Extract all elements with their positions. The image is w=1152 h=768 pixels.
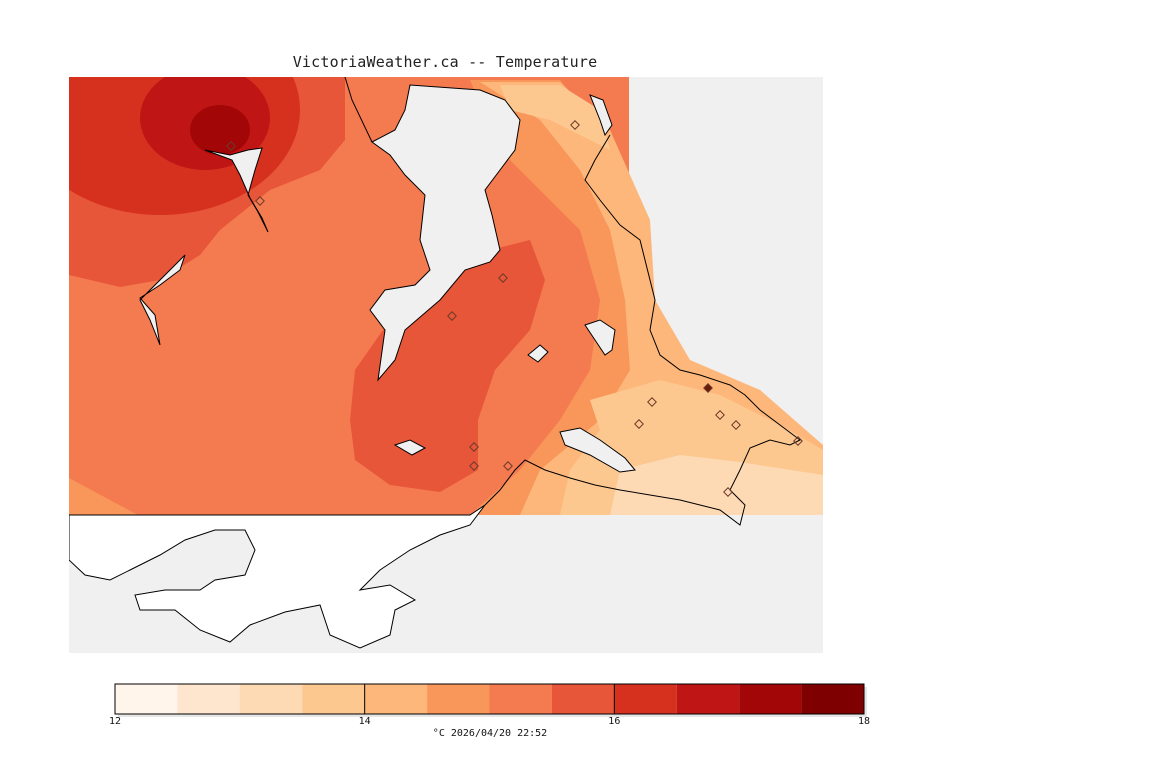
colorbar-band [551,684,615,714]
station-marker[interactable] [570,120,580,130]
legend-units: °C [432,728,445,739]
colorbar-tick-label: 12 [108,716,122,727]
colorbar-band [177,684,240,714]
band-14-5-sw [69,478,138,515]
station-marker[interactable] [703,383,713,393]
station-markers [226,120,803,497]
colorbar-band [614,684,677,714]
legend-timestamp: 2026/04/20 22:52 [450,728,548,739]
lake-1 [139,254,186,346]
station-marker[interactable] [469,461,479,471]
legend-colorbar [114,683,867,717]
colorbar-tick-label: 16 [608,716,621,727]
lake-2 [393,439,427,456]
north-arm [204,147,269,233]
colorbar-band [115,684,178,714]
colorbar-band [676,684,740,714]
station-marker[interactable] [447,311,457,321]
inlet-west [369,84,521,382]
band-14-0-north [500,85,610,150]
station-marker[interactable] [634,419,644,429]
colorbar-band [801,684,864,714]
station-marker[interactable] [503,461,513,471]
station-marker[interactable] [715,410,725,420]
station-marker[interactable] [647,397,657,407]
coastline-west [344,77,373,143]
temperature-field [69,77,823,515]
station-marker[interactable] [793,436,803,446]
colorbar-band [427,684,490,714]
map-title: VictoriaWeather.ca -- Temperature [292,53,598,71]
colorbar-band [489,684,552,714]
band-13-0-east [610,455,823,515]
station-marker[interactable] [498,273,508,283]
station-marker[interactable] [226,141,236,151]
lake-3 [584,319,616,356]
inlet-east [589,94,613,137]
colorbar-tick-label: 14 [358,716,371,727]
land-south [69,504,486,649]
legend-caption: °C 2026/04/20 22:52 [433,728,547,739]
colorbar-band [239,684,303,714]
colorbar-band [739,684,802,714]
station-marker[interactable] [469,442,479,452]
colorbar-band [364,684,428,714]
band-17-0-core [190,105,250,155]
colorbar-band [302,684,365,714]
station-marker[interactable] [731,420,741,430]
station-marker[interactable] [723,487,733,497]
station-marker[interactable] [255,196,265,206]
colorbar-tick-label: 18 [857,716,871,727]
lake-4 [527,344,549,363]
harbour-inlet [559,427,636,473]
coastline-east [484,134,801,526]
band-15-5-central [350,240,545,492]
